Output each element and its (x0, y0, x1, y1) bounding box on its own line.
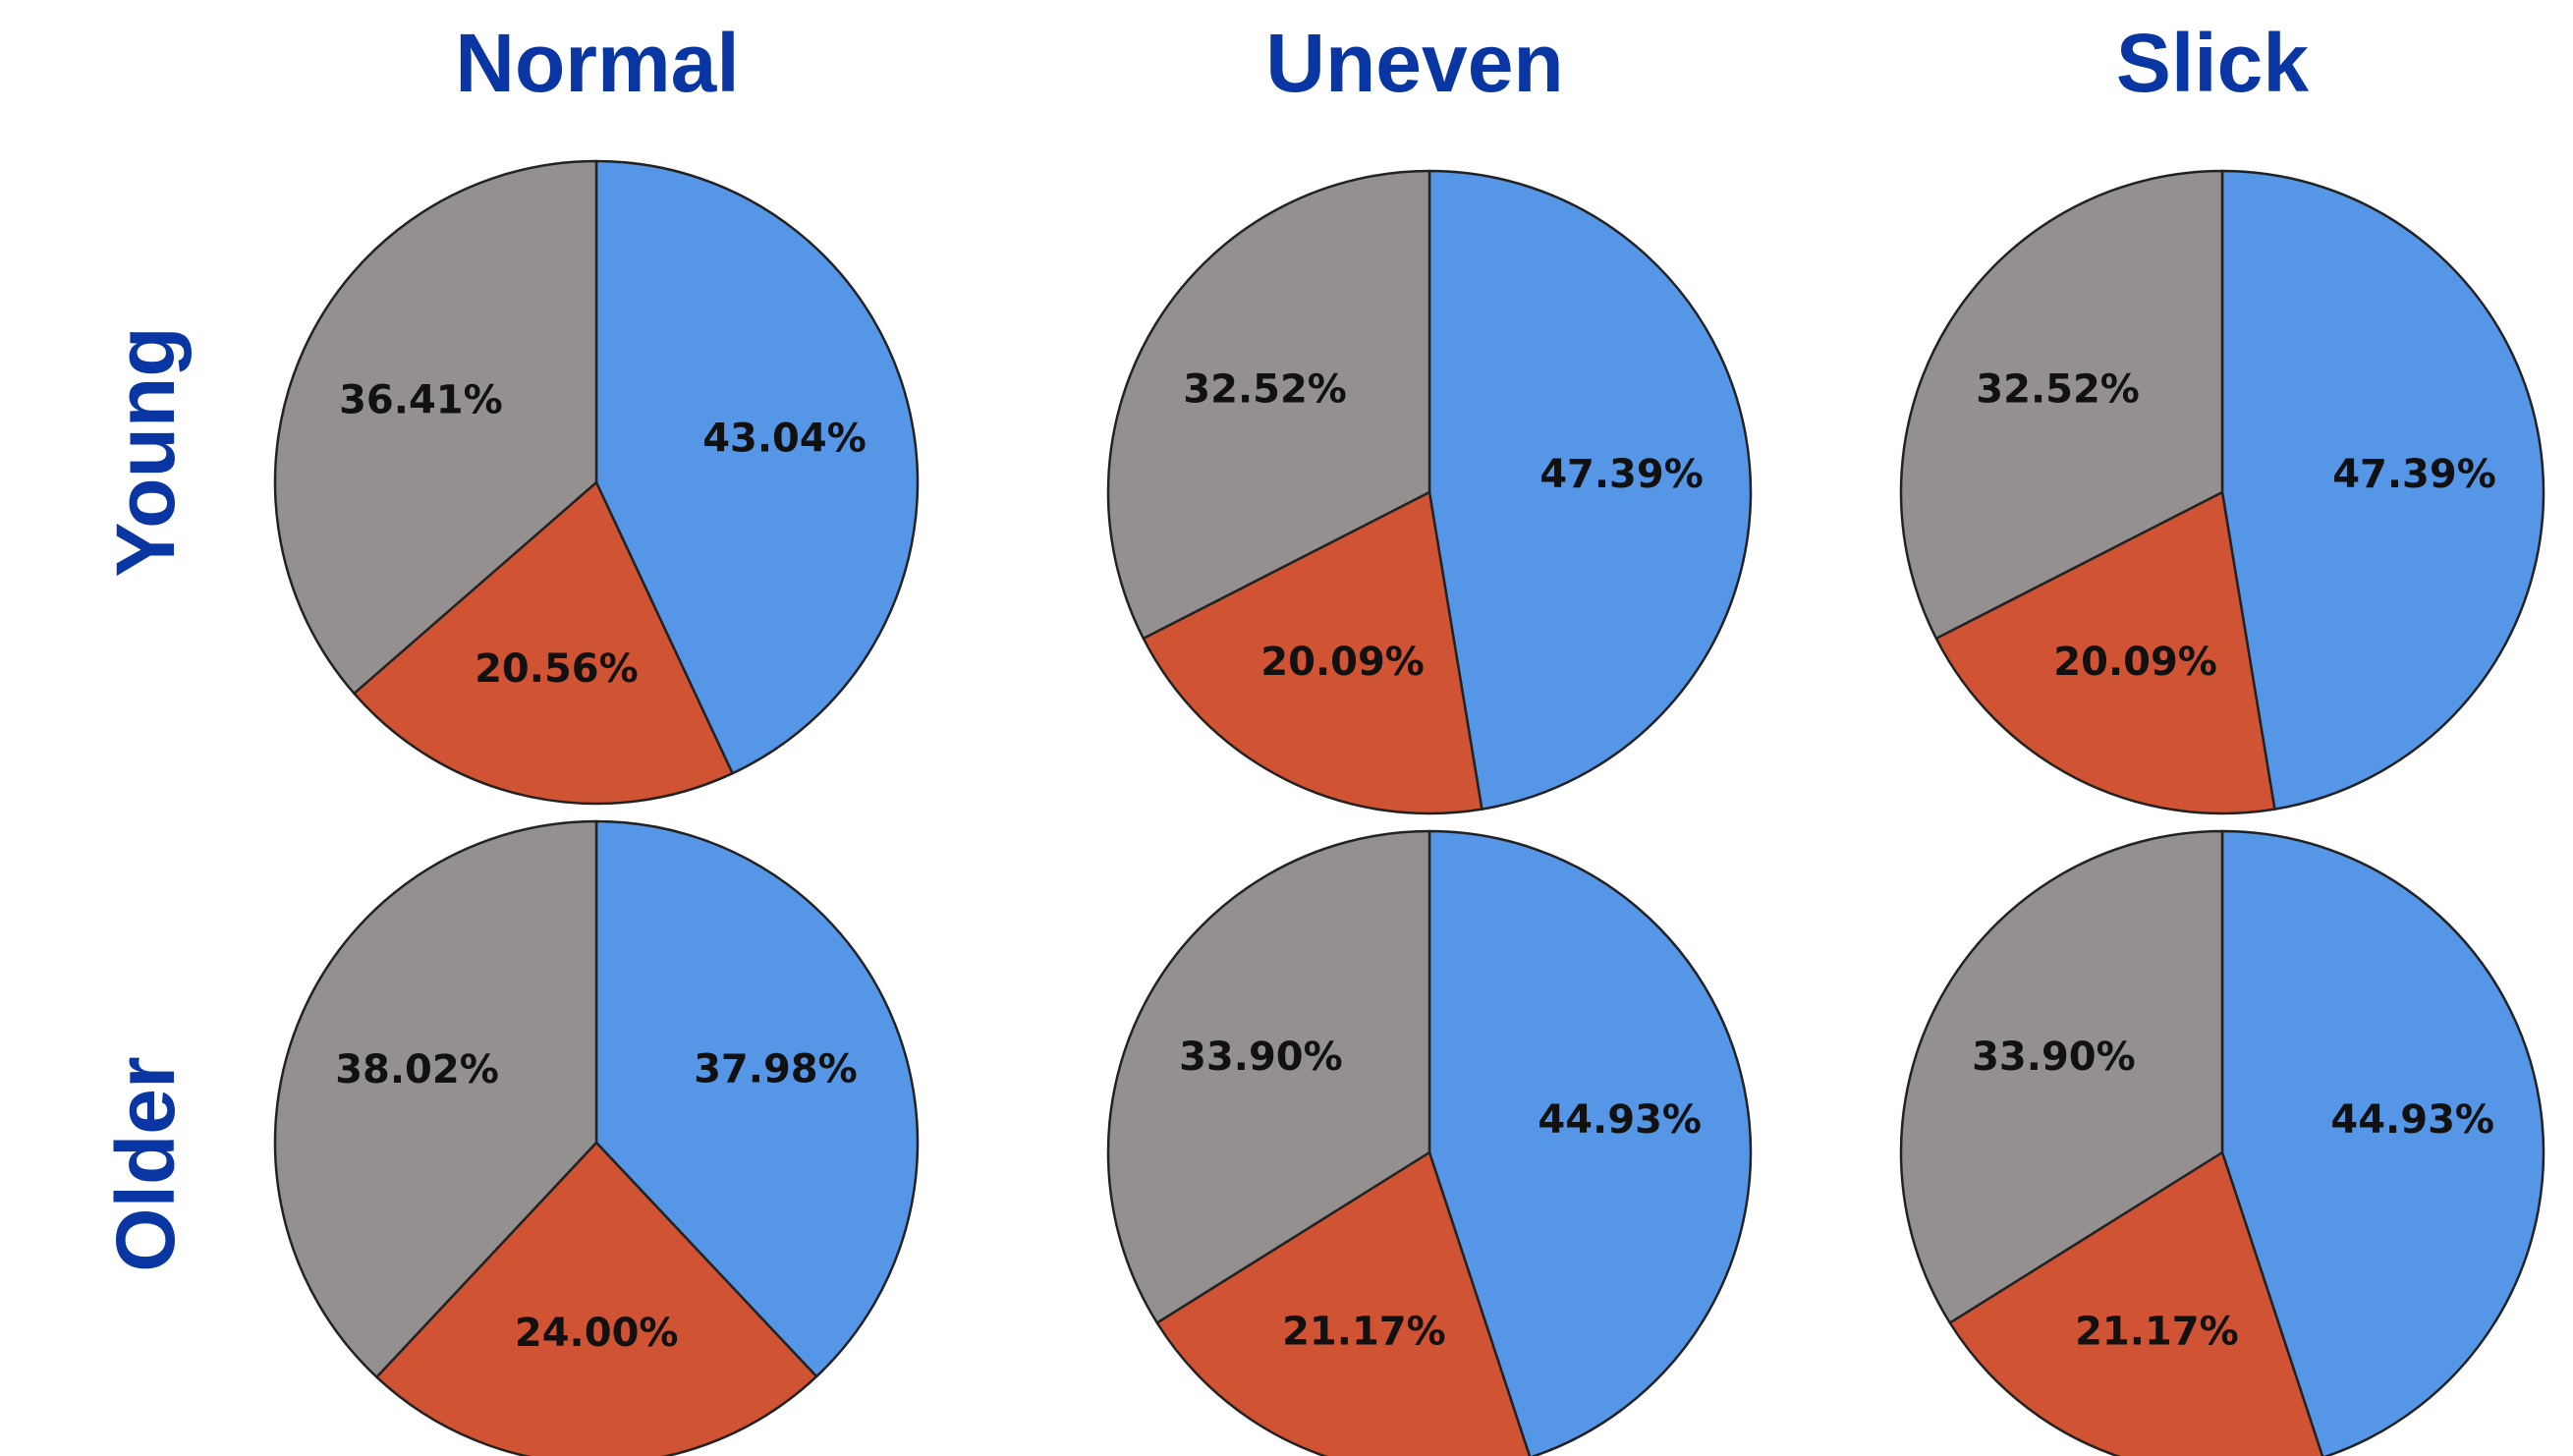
pie-slice-red (1934, 490, 2276, 815)
pie-slice-gray (1899, 829, 2224, 1324)
slice-label-red: 20.09% (1260, 640, 1425, 685)
pie-slice-red (375, 1141, 818, 1456)
column-title-normal: Normal (455, 17, 740, 109)
slice-label-blue: 37.98% (694, 1047, 858, 1092)
pie-slice-gray (273, 819, 598, 1378)
slice-label-gray: 32.52% (1976, 367, 2140, 413)
pie-slice-blue (1427, 829, 1753, 1456)
pie-slick-older: 44.93% 21.17% 33.90% (1899, 829, 2545, 1456)
slice-label-gray: 33.90% (1179, 1035, 1343, 1080)
pie-slick-young: 47.39% 20.09% 32.52% (1899, 169, 2545, 815)
slice-label-red: 20.56% (475, 646, 639, 692)
slice-label-gray: 33.90% (1972, 1035, 2136, 1080)
pie-slice-gray (1106, 169, 1431, 641)
slice-label-blue: 47.39% (2332, 452, 2496, 497)
pie-slice-blue (594, 819, 920, 1378)
pie-slice-gray (273, 159, 598, 696)
column-title-uneven: Uneven (1265, 17, 1564, 109)
slice-label-blue: 44.93% (2330, 1097, 2494, 1143)
pie-slice-red (1142, 490, 1483, 815)
slice-label-gray: 38.02% (335, 1047, 499, 1092)
slice-label-red: 21.17% (2075, 1310, 2239, 1355)
pie-slice-blue (1427, 169, 1753, 811)
pie-slice-gray (1106, 829, 1431, 1324)
pie-slice-red (1155, 1150, 1532, 1456)
column-title-slick: Slick (2115, 17, 2310, 109)
pie-slice-red (353, 480, 734, 806)
pie-slice-red (1948, 1150, 2324, 1456)
pie-slice-blue (594, 159, 920, 775)
pie-slice-gray (1899, 169, 2224, 641)
pie-uneven-young: 47.39% 20.09% 32.52% (1106, 169, 1753, 815)
slice-label-blue: 43.04% (702, 416, 867, 461)
slice-label-blue: 44.93% (1538, 1097, 1702, 1143)
slice-label-red: 21.17% (1282, 1310, 1446, 1355)
pie-slice-blue (2220, 829, 2545, 1456)
slice-label-red: 20.09% (2053, 640, 2217, 685)
slice-label-gray: 36.41% (339, 378, 503, 423)
slice-label-gray: 32.52% (1183, 367, 1347, 413)
pie-normal-young: 43.04% 20.56% 36.41% (273, 159, 920, 806)
pie-uneven-older: 44.93% 21.17% 33.90% (1106, 829, 1753, 1456)
slice-label-blue: 47.39% (1539, 452, 1704, 497)
pie-normal-older: 37.98% 24.00% 38.02% (273, 819, 920, 1456)
slice-label-red: 24.00% (515, 1311, 679, 1356)
pie-slice-blue (2220, 169, 2545, 811)
